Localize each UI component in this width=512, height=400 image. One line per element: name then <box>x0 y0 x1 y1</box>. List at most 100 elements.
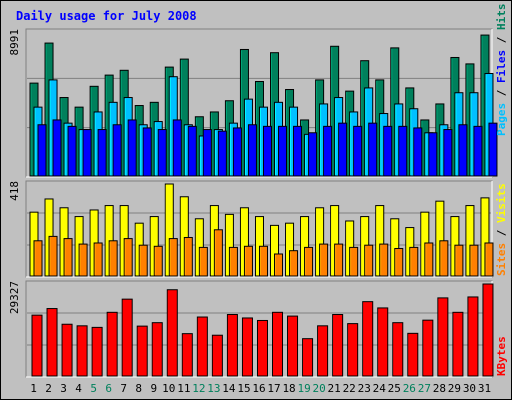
legend-0-part-1: / <box>495 83 508 103</box>
legend-2-part-0: KBytes <box>495 336 508 376</box>
bar-kbytes-day-9 <box>151 322 163 377</box>
bar-sites-day-27 <box>424 242 434 277</box>
bar-kbytes-day-1 <box>31 314 43 377</box>
bar-kbytes-day-29 <box>452 311 464 377</box>
chart-title: Daily usage for July 2008 <box>16 9 197 23</box>
legend-0-part-0: Pages <box>495 103 508 136</box>
x-tick-day-25: 25 <box>388 382 401 395</box>
bar-sites-day-31 <box>484 242 494 277</box>
bar-kbytes-day-18 <box>287 315 299 377</box>
legend-2: KBytes <box>495 336 508 376</box>
x-tick-day-20: 20 <box>313 382 326 395</box>
x-tick-day-15: 15 <box>237 382 250 395</box>
bar-sites-day-10 <box>168 238 178 277</box>
bar-pages-day-31 <box>488 122 498 177</box>
x-tick-day-26: 26 <box>403 382 416 395</box>
bar-kbytes-day-12 <box>196 316 208 377</box>
bar-pages-day-29 <box>458 124 468 177</box>
bar-sites-day-1 <box>33 240 43 277</box>
bar-kbytes-day-2 <box>46 308 58 377</box>
bar-pages-day-6 <box>112 124 122 177</box>
x-tick-day-5: 5 <box>90 382 97 395</box>
bar-pages-day-12 <box>202 129 212 177</box>
bar-pages-day-1 <box>37 124 47 177</box>
bar-pages-day-18 <box>293 125 303 177</box>
x-tick-day-10: 10 <box>162 382 175 395</box>
bar-pages-day-15 <box>247 124 257 177</box>
x-tick-day-31: 31 <box>478 382 491 395</box>
bar-sites-day-6 <box>108 240 118 277</box>
bar-pages-day-5 <box>97 129 107 177</box>
x-tick-day-22: 22 <box>343 382 356 395</box>
bar-pages-day-23 <box>368 122 378 177</box>
x-tick-day-1: 1 <box>30 382 37 395</box>
ymax-label-kbytes: 29327 <box>8 281 21 314</box>
bar-sites-day-25 <box>394 247 404 277</box>
bar-sites-day-14 <box>228 246 238 277</box>
bar-kbytes-day-4 <box>76 325 88 377</box>
bar-kbytes-day-10 <box>166 289 178 377</box>
bar-sites-day-29 <box>454 244 464 277</box>
bar-sites-day-11 <box>183 236 193 277</box>
bar-kbytes-day-19 <box>302 338 314 377</box>
legend-1-part-2: Visits <box>495 183 508 223</box>
bar-sites-day-9 <box>153 245 163 277</box>
bar-sites-day-5 <box>93 242 103 277</box>
bar-kbytes-day-26 <box>407 332 419 377</box>
x-tick-day-11: 11 <box>177 382 190 395</box>
bar-sites-day-22 <box>349 246 359 277</box>
bar-sites-day-13 <box>213 229 223 277</box>
bar-pages-day-7 <box>127 119 137 177</box>
bar-kbytes-day-31 <box>482 283 494 377</box>
x-tick-day-12: 12 <box>192 382 205 395</box>
x-tick-day-6: 6 <box>105 382 112 395</box>
bar-sites-day-28 <box>439 240 449 277</box>
bar-sites-day-12 <box>198 246 208 277</box>
bar-sites-day-3 <box>63 238 73 277</box>
bar-sites-day-30 <box>469 244 479 277</box>
bar-pages-day-27 <box>428 132 438 177</box>
bar-sites-day-4 <box>78 243 88 277</box>
bar-pages-day-10 <box>172 119 182 177</box>
x-tick-day-2: 2 <box>45 382 52 395</box>
bar-pages-day-3 <box>67 125 77 177</box>
bar-pages-day-19 <box>308 132 318 177</box>
bar-pages-day-4 <box>82 129 92 177</box>
bar-kbytes-day-6 <box>106 311 118 377</box>
bar-kbytes-day-25 <box>392 322 404 377</box>
bar-kbytes-day-16 <box>256 319 268 377</box>
bar-pages-day-30 <box>473 125 483 177</box>
bar-sites-day-23 <box>364 244 374 277</box>
bar-sites-day-16 <box>258 245 268 277</box>
legend-0-part-4: Hits <box>495 4 508 31</box>
x-tick-day-13: 13 <box>207 382 220 395</box>
bar-sites-day-18 <box>289 250 299 277</box>
bar-kbytes-day-28 <box>437 297 449 377</box>
bar-sites-day-24 <box>379 243 389 277</box>
bar-pages-day-2 <box>52 119 62 177</box>
bar-pages-day-11 <box>187 125 197 177</box>
bar-pages-day-16 <box>262 125 272 177</box>
bar-sites-day-8 <box>138 244 148 277</box>
bar-pages-day-14 <box>232 127 242 177</box>
x-tick-day-28: 28 <box>433 382 446 395</box>
ymax-label-hits: 8991 <box>8 29 21 56</box>
bar-pages-day-13 <box>217 130 227 177</box>
bar-sites-day-17 <box>274 253 284 277</box>
x-tick-day-23: 23 <box>358 382 371 395</box>
bar-pages-day-25 <box>398 125 408 177</box>
bar-kbytes-day-11 <box>181 333 193 377</box>
x-tick-day-27: 27 <box>418 382 431 395</box>
bar-kbytes-day-20 <box>317 325 329 377</box>
bar-sites-day-2 <box>48 235 58 277</box>
legend-1-part-1: / <box>495 223 508 243</box>
bar-kbytes-day-22 <box>347 323 359 377</box>
bar-pages-day-9 <box>157 129 167 177</box>
bar-sites-day-21 <box>334 243 344 277</box>
bar-kbytes-day-3 <box>61 323 73 377</box>
bar-sites-day-19 <box>304 246 314 277</box>
legend-0-part-2: Files <box>495 50 508 83</box>
bar-kbytes-day-8 <box>136 325 148 377</box>
bar-kbytes-day-7 <box>121 298 133 377</box>
